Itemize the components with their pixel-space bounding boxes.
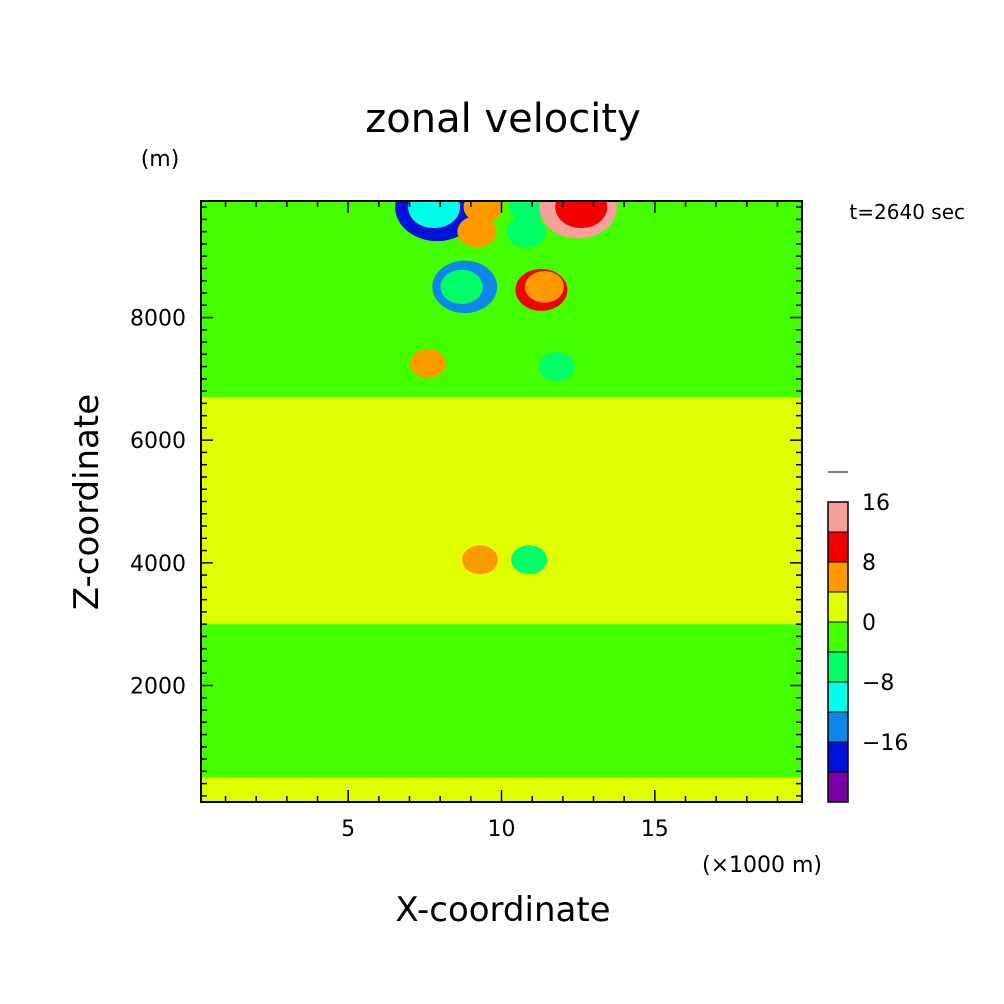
colorbar-swatch — [828, 532, 848, 562]
contour-band — [201, 397, 802, 625]
colorbar-tick-label: 8 — [862, 551, 876, 576]
colorbar-swatch — [828, 622, 848, 652]
colorbar-tick-label: −16 — [862, 731, 908, 756]
colorbar-tick-label: 16 — [862, 491, 890, 516]
contour-cell — [524, 271, 565, 303]
y-tick-label: 8000 — [130, 307, 186, 332]
contour-fill-layer — [201, 201, 802, 802]
y-tick-label: 6000 — [130, 429, 186, 454]
colorbar-tick-label: 0 — [862, 611, 876, 636]
colorbar-swatch — [828, 502, 848, 532]
contour-cell — [409, 349, 446, 379]
colorbar-swatch — [828, 682, 848, 712]
contour-cell — [440, 269, 483, 304]
x-tick-label: 15 — [641, 817, 669, 842]
axis-layer: 5 10 15 2000 4000 6000 8000 — [130, 201, 802, 842]
colorbar-tick-label: −8 — [862, 671, 894, 696]
time-label: t=2640 sec — [849, 200, 965, 224]
chart-title: zonal velocity — [365, 96, 641, 142]
contour-band — [201, 201, 802, 398]
y-axis-label: Z-coordinate — [67, 394, 107, 610]
y-unit-label: (m) — [141, 147, 180, 172]
contour-cell — [408, 201, 461, 229]
plot-area — [201, 201, 802, 802]
colorbar: −16 −8 0 8 16 — [827, 471, 908, 803]
contour-cell — [555, 201, 608, 229]
x-tick-label: 10 — [488, 817, 516, 842]
contour-cell — [457, 215, 497, 248]
colorbar-swatch — [828, 742, 848, 772]
colorbar-swatch — [828, 652, 848, 682]
contour-cell — [538, 352, 575, 382]
colorbar-swatch — [828, 712, 848, 742]
y-tick-label: 2000 — [130, 674, 186, 699]
contour-band — [201, 624, 802, 778]
x-tick-label: 5 — [341, 817, 355, 842]
contour-cell — [506, 215, 546, 248]
colorbar-swatch — [828, 772, 848, 802]
x-unit-label: (×1000 m) — [702, 853, 822, 878]
colorbar-swatch — [828, 562, 848, 592]
colorbar-swatch — [828, 592, 848, 622]
x-axis-label: X-coordinate — [395, 890, 610, 930]
y-tick-label: 4000 — [130, 552, 186, 577]
contour-cell — [462, 545, 499, 575]
contour-cell — [511, 545, 548, 575]
